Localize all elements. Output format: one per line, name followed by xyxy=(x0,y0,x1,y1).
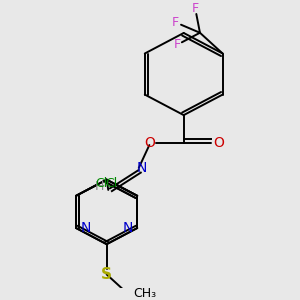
Text: Cl: Cl xyxy=(105,176,118,190)
Text: F: F xyxy=(172,16,179,29)
Text: N: N xyxy=(80,221,91,235)
Text: N: N xyxy=(122,221,133,235)
Text: O: O xyxy=(144,136,155,150)
Text: H: H xyxy=(94,180,104,193)
Text: Cl: Cl xyxy=(96,176,108,190)
Text: O: O xyxy=(214,136,224,150)
Text: CH₃: CH₃ xyxy=(133,287,156,300)
Text: S: S xyxy=(101,267,112,282)
Text: N: N xyxy=(137,161,147,175)
Text: F: F xyxy=(192,2,199,15)
Text: F: F xyxy=(173,38,180,51)
